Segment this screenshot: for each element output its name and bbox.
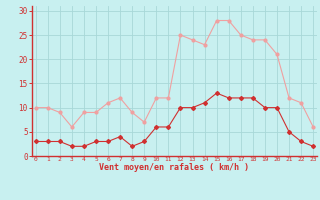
- X-axis label: Vent moyen/en rafales ( km/h ): Vent moyen/en rafales ( km/h ): [100, 163, 249, 172]
